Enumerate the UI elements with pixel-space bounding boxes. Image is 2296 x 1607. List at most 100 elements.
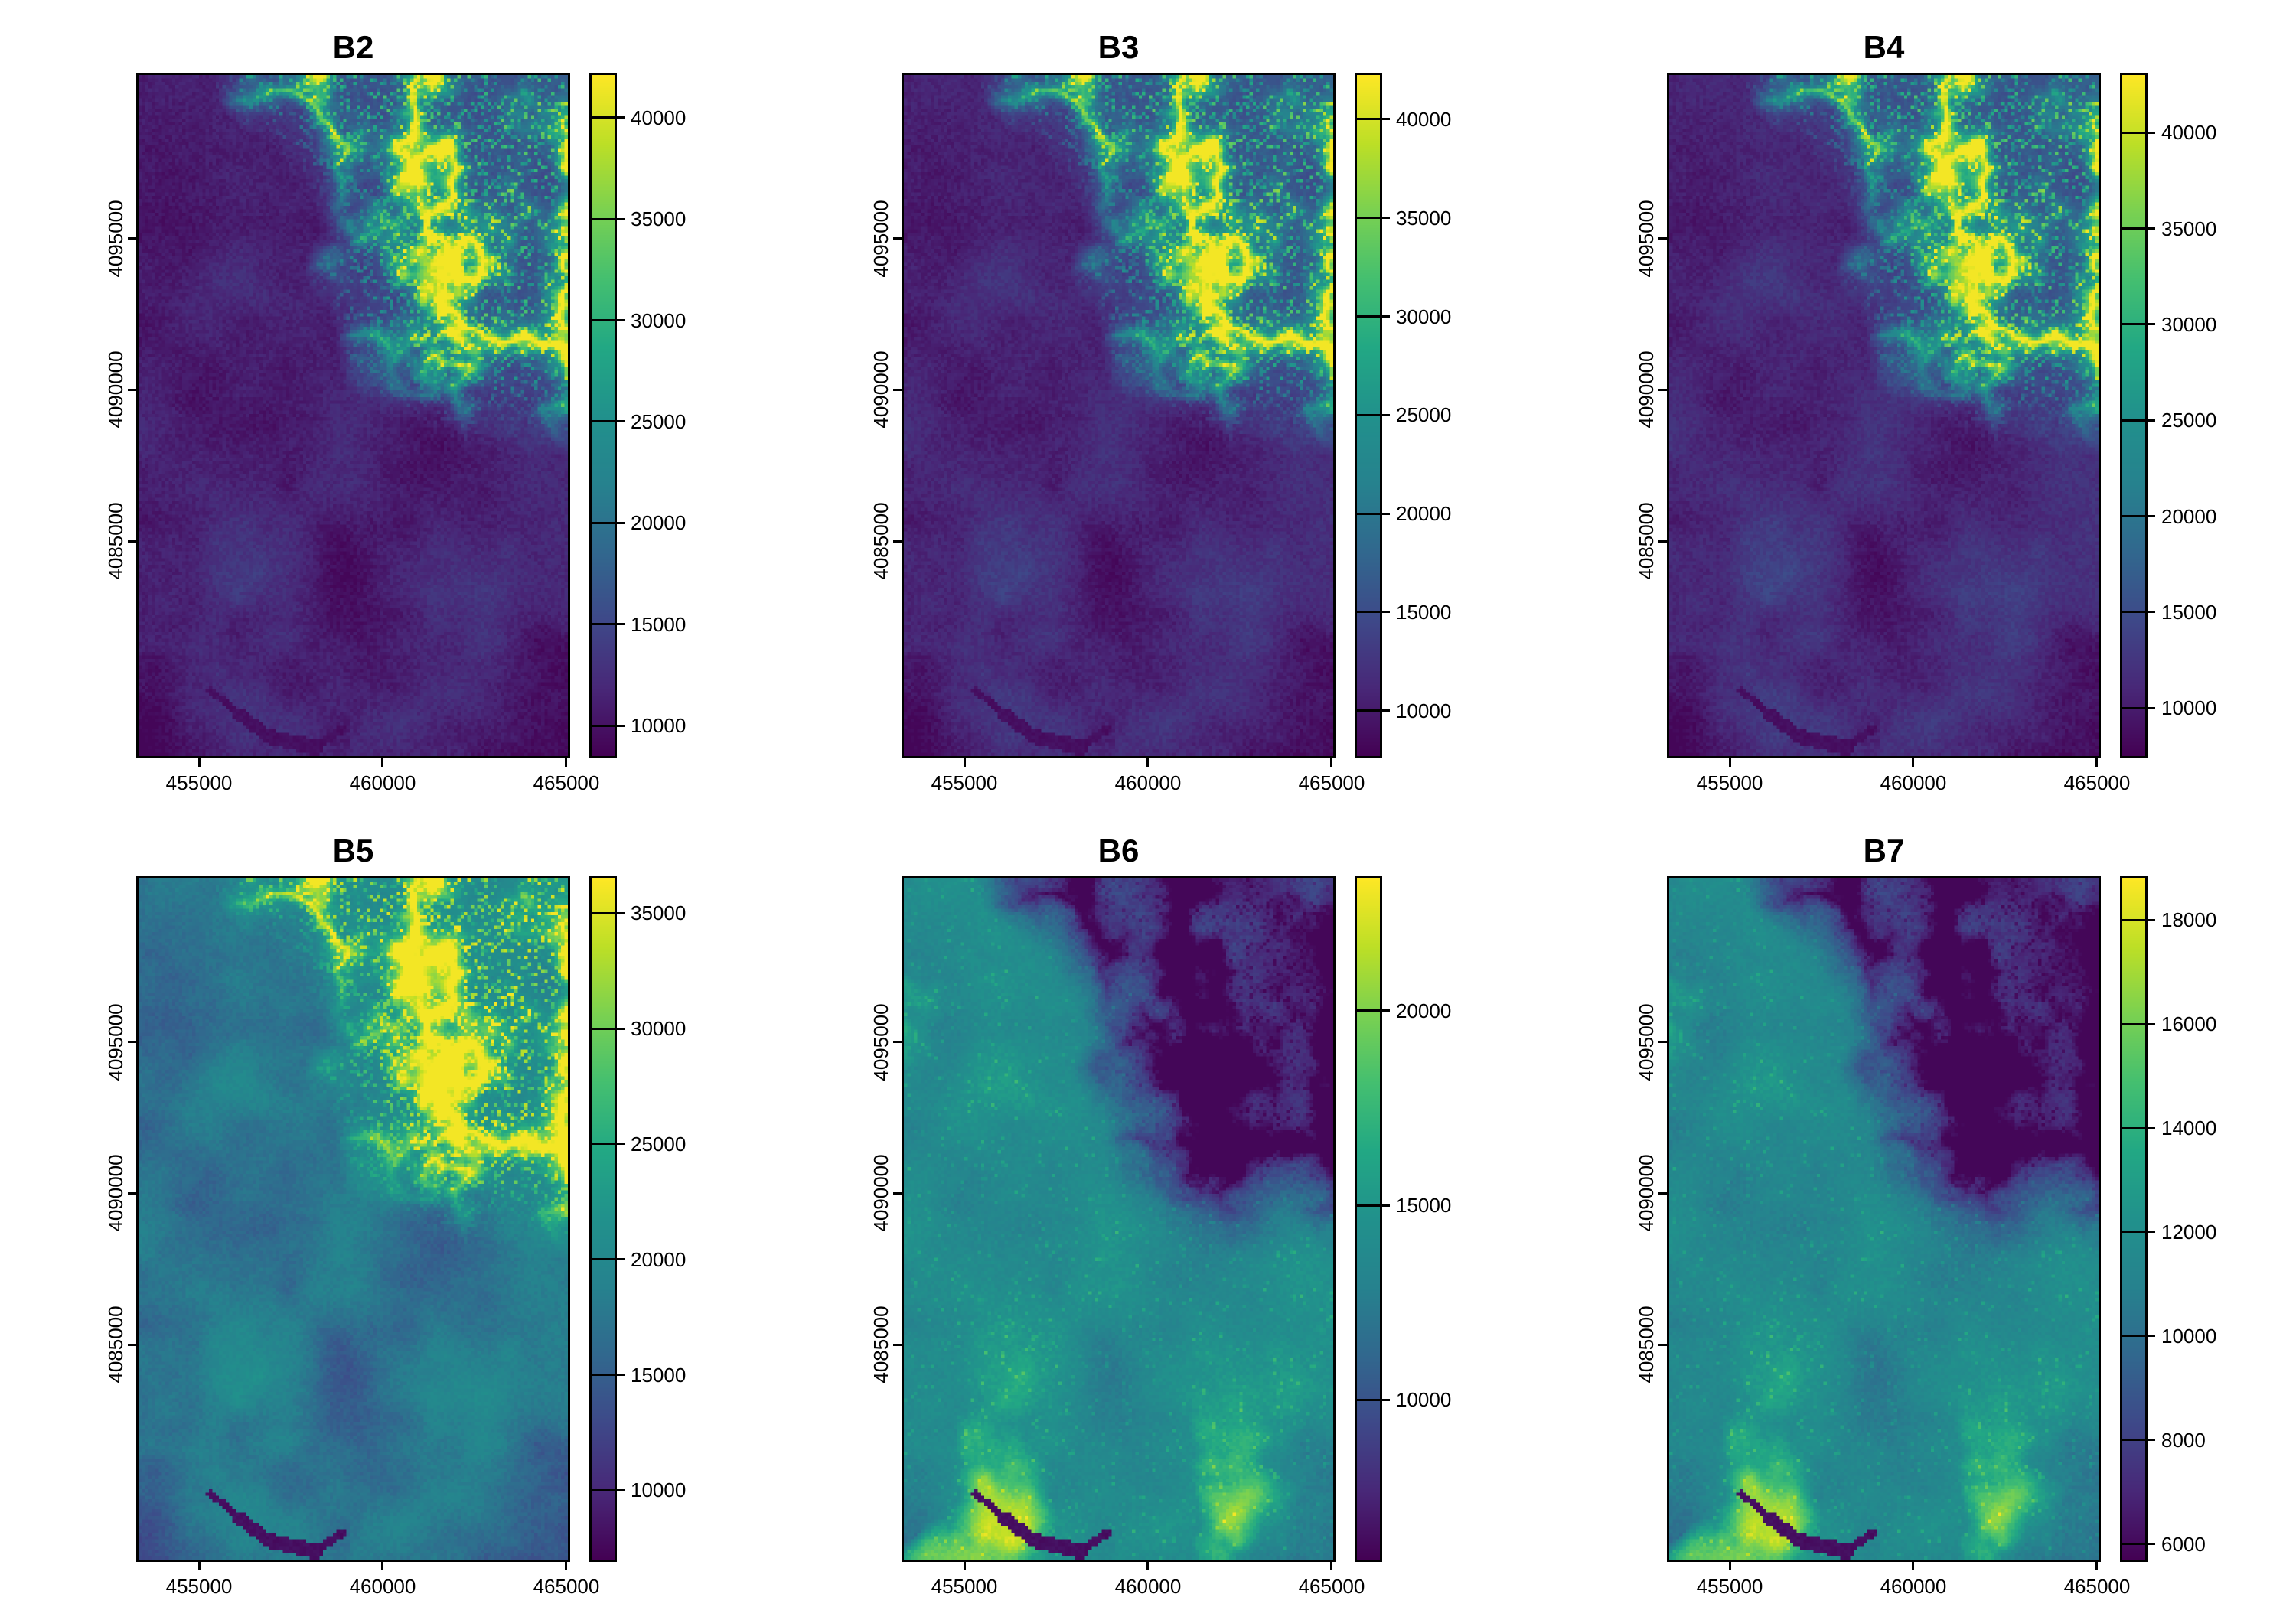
panel-b6: B6 455000 460000 465000 4085000 4090000 40950… <box>765 804 1531 1607</box>
colorbar-tick-line <box>2122 1543 2145 1546</box>
colorbar-tick-label: 6000 <box>2161 1532 2206 1556</box>
y-axis-tick-label: 4090000 <box>869 350 892 429</box>
colorbar-tick-label: 40000 <box>2161 121 2217 145</box>
y-axis-tick-label: 4090000 <box>104 350 127 429</box>
colorbar-tick <box>1382 611 1390 614</box>
x-axis-tick-label: 465000 <box>1298 771 1365 794</box>
y-axis-tick <box>1658 237 1667 240</box>
x-axis-tick <box>1330 1562 1333 1570</box>
y-axis-tick <box>128 1191 136 1195</box>
colorbar-tick-line <box>2122 1231 2145 1234</box>
colorbar-tick <box>617 724 625 727</box>
colorbar-tick-label: 25000 <box>631 1132 687 1156</box>
colorbar-tick-line <box>2122 227 2145 230</box>
colorbar-tick-label: 15000 <box>631 1363 687 1387</box>
colorbar-tick-label: 35000 <box>631 901 687 925</box>
colorbar-tick-label: 10000 <box>1396 1388 1452 1412</box>
colorbar-tick-line <box>1357 1009 1380 1012</box>
colorbar-tick-label: 10000 <box>2161 1324 2217 1348</box>
colorbar-tick-label: 35000 <box>2161 217 2217 240</box>
colorbar-tick <box>617 1143 625 1146</box>
colorbar-tick-line <box>592 1258 615 1261</box>
raster-map-canvas <box>139 878 568 1560</box>
colorbar-tick-line <box>592 521 615 524</box>
x-axis-tick-label: 455000 <box>165 1575 233 1598</box>
colorbar-tick-line <box>2122 323 2145 326</box>
colorbar-gradient <box>2122 75 2145 756</box>
colorbar-tick-label: 30000 <box>631 1017 687 1041</box>
colorbar-tick <box>2148 1126 2155 1129</box>
colorbar-tick-label: 15000 <box>2161 600 2217 624</box>
colorbar-tick-label: 14000 <box>2161 1116 2217 1140</box>
panel-b7: B7 455000 460000 465000 4085000 4090000 40950… <box>1531 804 2296 1607</box>
colorbar-tick-line <box>2122 1439 2145 1442</box>
colorbar-tick-label: 25000 <box>2161 409 2217 432</box>
x-axis-tick-label: 460000 <box>1114 1575 1182 1598</box>
y-axis-tick <box>893 1343 902 1346</box>
colorbar-tick <box>617 217 625 220</box>
colorbar-tick-line <box>592 1488 615 1491</box>
colorbar-tick <box>2148 515 2155 518</box>
colorbar-tick-label: 18000 <box>2161 908 2217 932</box>
colorbar-tick-label: 30000 <box>1396 305 1452 328</box>
y-axis-tick-label: 4090000 <box>1635 350 1658 429</box>
panel-b5: B5 455000 460000 465000 4085000 4090000 40950… <box>0 804 765 1607</box>
x-axis-tick-label: 465000 <box>1298 1575 1365 1598</box>
colorbar-tick <box>617 319 625 321</box>
colorbar-tick-line <box>2122 706 2145 709</box>
x-axis-tick <box>565 1562 568 1570</box>
y-axis-tick <box>128 1041 136 1044</box>
y-axis-tick-label: 4085000 <box>104 1305 127 1384</box>
x-axis-tick-label: 455000 <box>1696 771 1763 794</box>
colorbar-tick-label: 15000 <box>1396 600 1452 624</box>
colorbar-tick <box>1382 512 1390 515</box>
colorbar-tick-label: 15000 <box>1396 1194 1452 1217</box>
colorbar-tick-line <box>592 217 615 220</box>
y-axis-tick-label: 4095000 <box>1635 199 1658 278</box>
colorbar-tick-line <box>592 623 615 626</box>
colorbar-tick <box>2148 918 2155 921</box>
y-axis-tick-label: 4085000 <box>869 1305 892 1384</box>
plot-border <box>1667 876 2101 1562</box>
colorbar-tick-line <box>592 1027 615 1030</box>
colorbar-tick <box>1382 118 1390 121</box>
colorbar-tick <box>617 521 625 524</box>
colorbar-tick <box>1382 413 1390 416</box>
colorbar-tick-line <box>1357 118 1380 121</box>
colorbar-tick-line <box>1357 413 1380 416</box>
x-axis-tick-label: 460000 <box>349 1575 416 1598</box>
y-axis-tick <box>893 388 902 391</box>
y-axis-tick-label: 4095000 <box>869 1002 892 1081</box>
x-axis-tick <box>1912 1562 1915 1570</box>
raster-map-canvas <box>904 75 1333 756</box>
colorbar-tick-line <box>592 1143 615 1146</box>
colorbar-tick-line <box>1357 217 1380 220</box>
x-axis-tick <box>1728 758 1731 767</box>
x-axis-tick <box>565 758 568 767</box>
colorbar-tick-label: 8000 <box>2161 1428 2206 1452</box>
y-axis-tick-label: 4090000 <box>869 1154 892 1232</box>
x-axis-tick-label: 455000 <box>165 771 233 794</box>
panel-title: B6 <box>1097 833 1140 869</box>
colorbar-tick-label: 10000 <box>631 714 687 738</box>
y-axis-tick-label: 4090000 <box>104 1154 127 1232</box>
colorbar-tick-line <box>2122 515 2145 518</box>
colorbar-tick-line <box>1357 611 1380 614</box>
y-axis-tick <box>1658 1041 1667 1044</box>
y-axis-tick <box>893 1191 902 1195</box>
panel-b4: B4 455000 460000 465000 4085000 4090000 40950… <box>1531 0 2296 804</box>
y-axis-tick <box>1658 388 1667 391</box>
colorbar-tick-line <box>1357 315 1380 318</box>
colorbar-tick <box>2148 323 2155 326</box>
colorbar-tick <box>617 116 625 119</box>
x-axis-tick <box>1912 758 1915 767</box>
colorbar-tick <box>617 420 625 423</box>
colorbar-tick-line <box>2122 1335 2145 1338</box>
y-axis-tick-label: 4085000 <box>1635 502 1658 580</box>
colorbar-border <box>1355 73 1382 758</box>
x-axis-tick <box>963 758 966 767</box>
colorbar-tick-line <box>592 1374 615 1377</box>
colorbar-tick-label: 20000 <box>2161 504 2217 528</box>
y-axis-tick <box>1658 539 1667 543</box>
colorbar-tick <box>617 1258 625 1261</box>
